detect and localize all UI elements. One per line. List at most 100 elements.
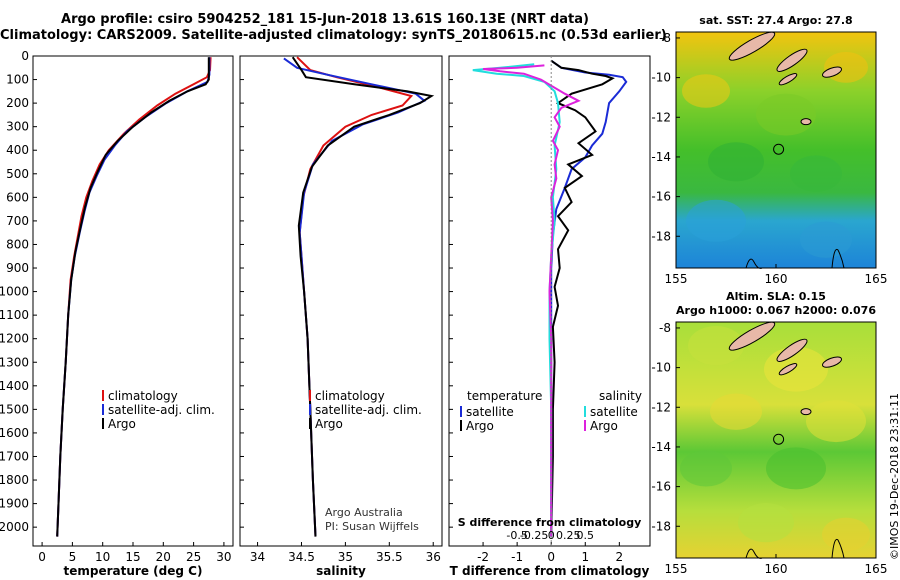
x-tick-label: 34: [250, 550, 265, 564]
y-tick-label: -10: [651, 71, 671, 85]
y-tick-label: 1700: [0, 449, 29, 463]
legend-label: climatology: [108, 389, 178, 403]
y-tick-label: -14: [651, 440, 671, 454]
x-tick-label: 155: [665, 562, 688, 576]
legend-label: satellite: [590, 405, 638, 419]
x-tick-label: 2: [616, 550, 624, 564]
x-tick-label: 34.5: [288, 550, 315, 564]
y-tick-label: -10: [651, 361, 671, 375]
y-tick-label: 1200: [0, 332, 29, 346]
sla-map-title: Altim. SLA: 0.15: [726, 290, 826, 303]
x-tick-label: 160: [765, 562, 788, 576]
x-tick-label: -2: [477, 550, 489, 564]
s-axis-label: S difference from climatology: [458, 516, 642, 529]
island-shape: [800, 408, 812, 416]
x-tick-label: 155: [665, 272, 688, 286]
series-line: [56, 57, 210, 537]
y-tick-label: 200: [6, 96, 29, 110]
map-patch: [806, 400, 866, 443]
y-tick-label: -12: [651, 400, 671, 414]
contour-line: [831, 248, 845, 269]
series-line: [291, 56, 435, 537]
x-tick-label: 35.5: [376, 550, 403, 564]
y-tick-label: 300: [6, 120, 29, 134]
x-tick-label: 36: [426, 550, 441, 564]
x-tick-label: 35: [338, 550, 353, 564]
x-tick-label: 25: [186, 550, 201, 564]
island-shape: [778, 363, 798, 376]
legend-label: satellite: [466, 405, 514, 419]
y-tick-label: -8: [659, 31, 671, 45]
y-tick-label: -8: [659, 321, 671, 335]
x-tick-label: 165: [865, 272, 888, 286]
s-tick-label: -0.5: [506, 529, 527, 542]
climatology-title: Climatology: CARS2009. Satellite-adjuste…: [0, 28, 667, 43]
legend-label: climatology: [315, 389, 385, 403]
y-tick-label: -18: [651, 519, 671, 533]
x-tick-label: 165: [865, 562, 888, 576]
y-tick-label: 400: [6, 143, 29, 157]
legend-label: Argo: [466, 419, 494, 433]
island-shape: [776, 338, 808, 362]
x-tick-label: 5: [69, 550, 77, 564]
legend-label: satellite-adj. clim.: [315, 403, 422, 417]
x-tick-label: 1: [581, 550, 589, 564]
legend-label: satellite-adj. clim.: [108, 403, 215, 417]
temp-plot-frame: [32, 55, 234, 547]
y-tick-label: 800: [6, 237, 29, 251]
map-patch: [688, 326, 744, 366]
y-tick-label: 2000: [0, 520, 29, 534]
x-tick-label: 10: [95, 550, 110, 564]
y-tick-label: -18: [651, 229, 671, 243]
x-tick-label: 160: [765, 272, 788, 286]
y-tick-label: 0: [21, 49, 29, 63]
x-tick-label: 30: [216, 550, 231, 564]
y-tick-label: 1500: [0, 402, 29, 416]
x-axis-label: temperature (deg C): [64, 564, 203, 578]
legend-label: Argo: [108, 417, 136, 431]
island-shape: [728, 31, 776, 61]
x-axis-label: T difference from climatology: [450, 564, 650, 578]
island-shape: [728, 321, 776, 351]
profile-title: Argo profile: csiro 5904252_181 15-Jun-2…: [61, 12, 589, 27]
x-axis-label: salinity: [316, 564, 366, 578]
legend-heading: salinity: [599, 389, 642, 403]
map-patch: [824, 52, 868, 83]
map-patch: [790, 155, 842, 192]
y-tick-label: 1800: [0, 473, 29, 487]
map-patch: [680, 450, 732, 487]
y-tick-label: 900: [6, 261, 29, 275]
island-shape: [800, 118, 812, 126]
y-tick-label: -16: [651, 190, 671, 204]
y-tick-label: 100: [6, 73, 29, 87]
y-tick-label: 1900: [0, 497, 29, 511]
island-shape: [822, 66, 842, 78]
annotation-text: Argo Australia: [325, 506, 403, 519]
x-tick-label: 0: [547, 550, 555, 564]
y-tick-label: 1600: [0, 426, 29, 440]
map-patch: [708, 142, 764, 182]
y-tick-label: -16: [651, 480, 671, 494]
y-tick-label: -12: [651, 110, 671, 124]
map-patch: [766, 447, 826, 490]
x-tick-label: 15: [125, 550, 140, 564]
map-patch: [738, 502, 794, 543]
sal-plot-frame: [239, 55, 443, 547]
map-patch: [800, 221, 852, 258]
legend-label: Argo: [590, 419, 618, 433]
map-patch: [710, 393, 762, 430]
island-shape: [778, 73, 798, 86]
map-patch: [756, 93, 816, 136]
x-tick-label: 0: [38, 550, 46, 564]
island-shape: [822, 356, 842, 368]
legend-label: Argo: [315, 417, 343, 431]
y-tick-label: 1300: [0, 355, 29, 369]
s-tick-label: -0.25: [520, 529, 548, 542]
map-patch: [682, 74, 730, 108]
y-tick-label: 1000: [0, 285, 29, 299]
y-tick-label: 700: [6, 214, 29, 228]
x-tick-label: -1: [511, 550, 523, 564]
y-tick-label: -14: [651, 150, 671, 164]
sst-map-title: sat. SST: 27.4 Argo: 27.8: [699, 14, 852, 27]
series-line: [482, 64, 581, 537]
